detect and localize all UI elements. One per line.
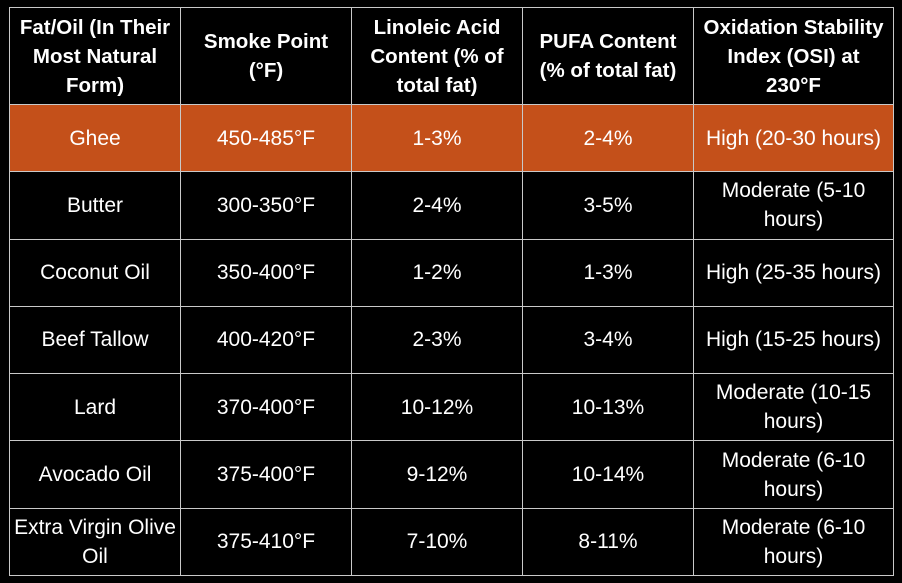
- cell-linoleic-acid: 2-4%: [351, 171, 523, 240]
- cell-linoleic-acid: 2-3%: [351, 305, 523, 375]
- cell-fat-oil: Butter: [9, 171, 181, 240]
- cell-smoke-point: 370-400°F: [180, 373, 352, 442]
- cell-pufa: 8-11%: [522, 507, 694, 577]
- cell-pufa: 3-5%: [522, 171, 694, 240]
- cell-osi: Moderate (5-10 hours): [693, 171, 894, 240]
- table-row-lard: Lard 370-400°F 10-12% 10-13% Moderate (1…: [9, 373, 894, 442]
- cell-smoke-point: 400-420°F: [180, 305, 352, 375]
- header-linoleic-acid: Linoleic Acid Content (% of total fat): [351, 7, 523, 105]
- cell-fat-oil: Avocado Oil: [9, 440, 181, 509]
- cell-linoleic-acid: 1-2%: [351, 238, 523, 307]
- table-row-coconut-oil: Coconut Oil 350-400°F 1-2% 1-3% High (25…: [9, 238, 894, 307]
- header-row: Fat/Oil (In Their Most Natural Form) Smo…: [9, 7, 894, 105]
- cell-osi: High (15-25 hours): [693, 305, 894, 375]
- cell-osi: Moderate (6-10 hours): [693, 440, 894, 509]
- cell-linoleic-acid: 10-12%: [351, 373, 523, 442]
- cell-linoleic-acid: 1-3%: [351, 103, 523, 173]
- table-row-ghee: Ghee 450-485°F 1-3% 2-4% High (20-30 hou…: [9, 103, 894, 173]
- cell-smoke-point: 450-485°F: [180, 103, 352, 173]
- cell-pufa: 10-14%: [522, 440, 694, 509]
- cell-fat-oil: Ghee: [9, 103, 181, 173]
- cell-linoleic-acid: 7-10%: [351, 507, 523, 577]
- header-smoke-point: Smoke Point (°F): [180, 7, 352, 105]
- cell-pufa: 2-4%: [522, 103, 694, 173]
- cell-smoke-point: 300-350°F: [180, 171, 352, 240]
- header-osi: Oxidation Stability Index (OSI) at 230°F: [693, 7, 894, 105]
- cell-fat-oil: Lard: [9, 373, 181, 442]
- fat-oil-comparison-table: Fat/Oil (In Their Most Natural Form) Smo…: [9, 7, 894, 577]
- header-fat-oil: Fat/Oil (In Their Most Natural Form): [9, 7, 181, 105]
- cell-fat-oil: Extra Virgin Olive Oil: [9, 507, 181, 577]
- table-row-butter: Butter 300-350°F 2-4% 3-5% Moderate (5-1…: [9, 171, 894, 240]
- cell-fat-oil: Coconut Oil: [9, 238, 181, 307]
- cell-pufa: 3-4%: [522, 305, 694, 375]
- cell-osi: High (25-35 hours): [693, 238, 894, 307]
- cell-osi: Moderate (10-15 hours): [693, 373, 894, 442]
- cell-osi: High (20-30 hours): [693, 103, 894, 173]
- table-row-beef-tallow: Beef Tallow 400-420°F 2-3% 3-4% High (15…: [9, 305, 894, 375]
- cell-smoke-point: 375-400°F: [180, 440, 352, 509]
- cell-osi: Moderate (6-10 hours): [693, 507, 894, 577]
- cell-linoleic-acid: 9-12%: [351, 440, 523, 509]
- header-pufa: PUFA Content (% of total fat): [522, 7, 694, 105]
- table-row-avocado-oil: Avocado Oil 375-400°F 9-12% 10-14% Moder…: [9, 440, 894, 509]
- cell-fat-oil: Beef Tallow: [9, 305, 181, 375]
- cell-smoke-point: 375-410°F: [180, 507, 352, 577]
- cell-pufa: 1-3%: [522, 238, 694, 307]
- cell-smoke-point: 350-400°F: [180, 238, 352, 307]
- cell-pufa: 10-13%: [522, 373, 694, 442]
- table-row-extra-virgin-olive-oil: Extra Virgin Olive Oil 375-410°F 7-10% 8…: [9, 507, 894, 577]
